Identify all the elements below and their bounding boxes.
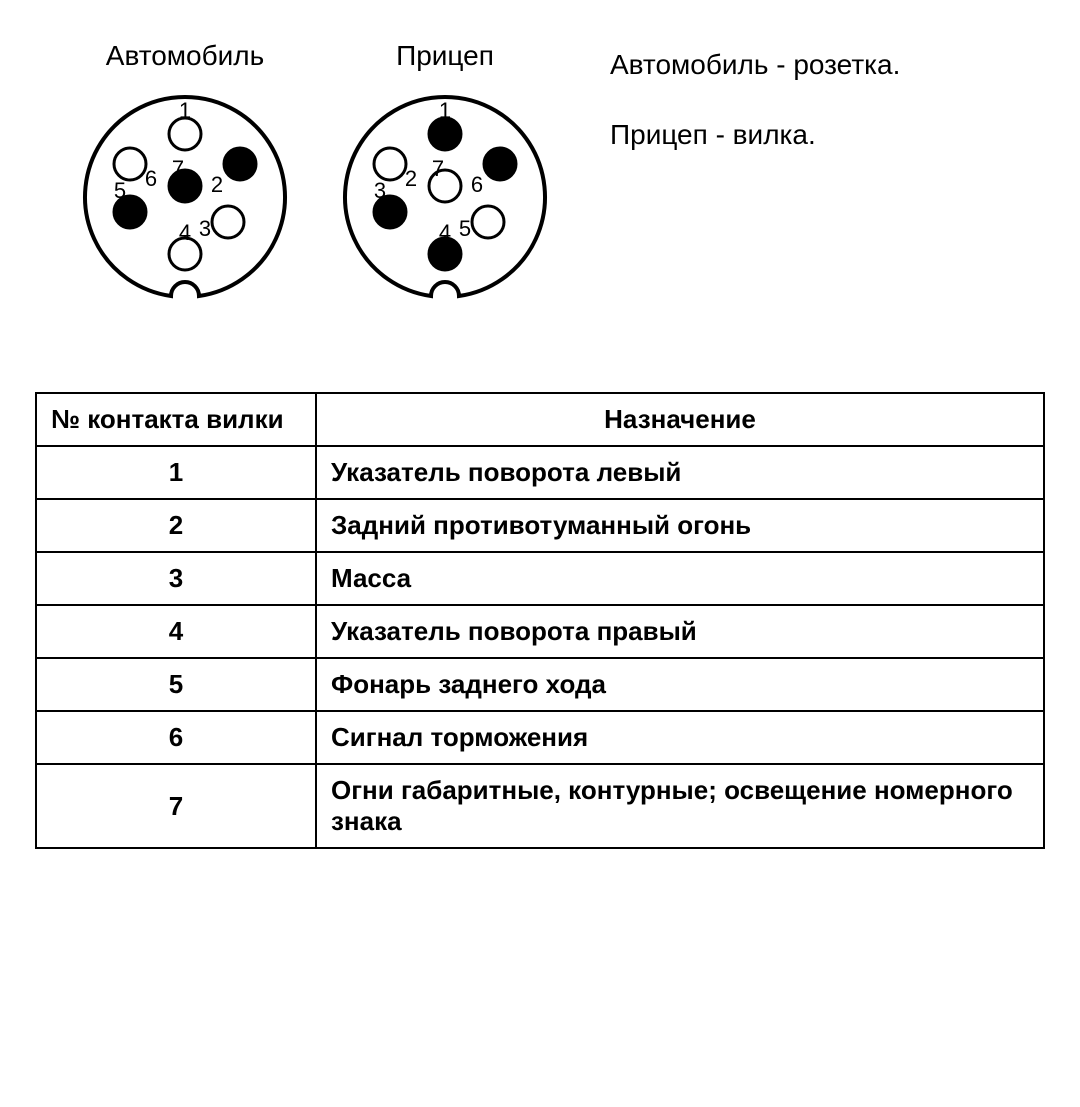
connector-trailer: Прицеп 1 654 327 (330, 40, 560, 312)
pin-label: 2 (211, 172, 223, 197)
table-row: 2Задний противотуманный огонь (36, 499, 1044, 552)
pin-label: 7 (172, 156, 184, 181)
diagrams-area: Автомобиль 1234567 Прицеп 1654327 (20, 40, 560, 312)
table-header-num: № контакта вилки (36, 393, 316, 446)
pin-label: 3 (374, 178, 386, 203)
table-cell-desc: Сигнал торможения (316, 711, 1044, 764)
pin-label: 5 (459, 216, 471, 241)
table-cell-desc: Фонарь заднего хода (316, 658, 1044, 711)
top-section: Автомобиль 1234567 Прицеп 1654327 Автомо… (20, 20, 1060, 312)
connector-vehicle: Автомобиль 1 234 567 (70, 40, 300, 312)
table-row: 1Указатель поворота левый (36, 446, 1044, 499)
pin-label: 7 (432, 156, 444, 181)
pin-circle (484, 148, 516, 180)
pinout-table: № контакта вилки Назначение 1Указатель п… (35, 392, 1045, 849)
table-row: 5Фонарь заднего хода (36, 658, 1044, 711)
table-cell-num: 5 (36, 658, 316, 711)
pin-label: 4 (439, 220, 451, 245)
side-text-line1: Автомобиль - розетка. (610, 40, 900, 90)
table-row: 7Огни габаритные, контурные; освещение н… (36, 764, 1044, 848)
table-cell-desc: Указатель поворота правый (316, 605, 1044, 658)
pin-circle (224, 148, 256, 180)
table-cell-num: 2 (36, 499, 316, 552)
side-text-line2: Прицеп - вилка. (610, 110, 900, 160)
pin-circle (374, 148, 406, 180)
table-header-desc: Назначение (316, 393, 1044, 446)
table-cell-num: 4 (36, 605, 316, 658)
table-header-row: № контакта вилки Назначение (36, 393, 1044, 446)
pin-label: 6 (471, 172, 483, 197)
table-cell-desc: Указатель поворота левый (316, 446, 1044, 499)
pin-circle (212, 206, 244, 238)
connector-vehicle-svg: 1 234 567 (70, 82, 300, 312)
table-row: 6Сигнал торможения (36, 711, 1044, 764)
pin-label: 1 (439, 98, 451, 123)
connector-trailer-svg: 1 654 327 (330, 82, 560, 312)
pin-label: 2 (405, 166, 417, 191)
table-cell-desc: Задний противотуманный огонь (316, 499, 1044, 552)
table-cell-desc: Масса (316, 552, 1044, 605)
table-row: 3Масса (36, 552, 1044, 605)
table-cell-num: 1 (36, 446, 316, 499)
pin-label: 5 (114, 178, 126, 203)
table-cell-num: 6 (36, 711, 316, 764)
pin-label: 6 (145, 166, 157, 191)
pin-circle (114, 148, 146, 180)
side-text: Автомобиль - розетка. Прицеп - вилка. (600, 40, 900, 312)
connector-trailer-title: Прицеп (396, 40, 494, 72)
table-row: 4Указатель поворота правый (36, 605, 1044, 658)
connector-vehicle-title: Автомобиль (106, 40, 264, 72)
table-cell-desc: Огни габаритные, контурные; освещение но… (316, 764, 1044, 848)
table-cell-num: 7 (36, 764, 316, 848)
pin-circle (472, 206, 504, 238)
table-body: 1Указатель поворота левый2Задний противо… (36, 446, 1044, 848)
pin-label: 4 (179, 220, 191, 245)
pin-label: 1 (179, 98, 191, 123)
table-cell-num: 3 (36, 552, 316, 605)
pin-label: 3 (199, 216, 211, 241)
